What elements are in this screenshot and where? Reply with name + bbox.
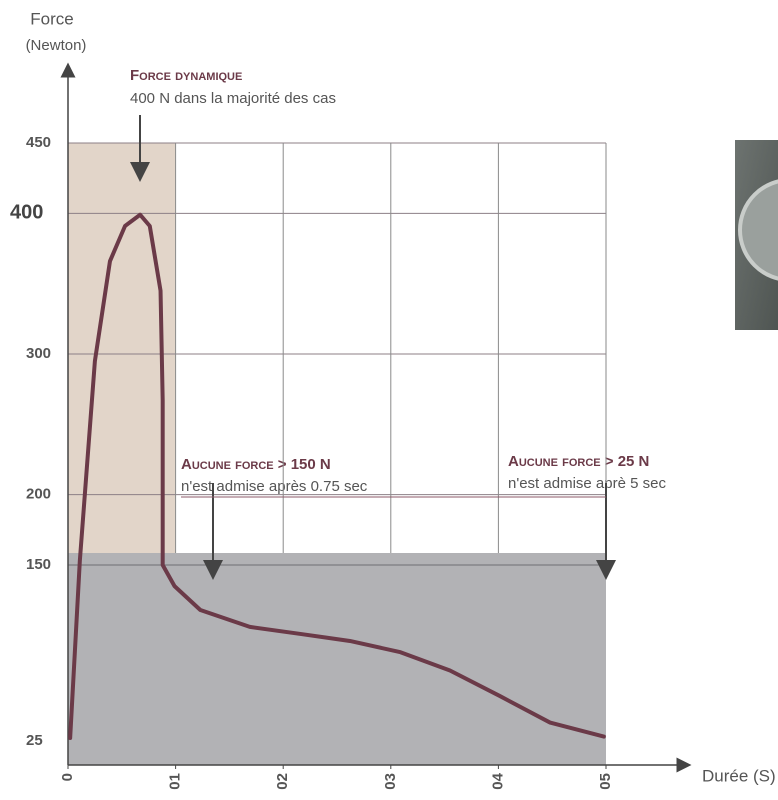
y-axis-label: Force — [30, 9, 73, 28]
limit-zone — [68, 553, 606, 765]
x-tick-label: 05 — [597, 773, 614, 790]
y-axis-unit: (Newton) — [26, 37, 87, 54]
y-tick-label: 450 — [26, 134, 51, 151]
x-axis-label: Durée (S) — [702, 766, 776, 785]
y-tick-label: 200 — [26, 486, 51, 503]
annotation-title: Aucune force > 25 N — [508, 453, 649, 470]
annotation-text: n'est admise après 0.75 sec — [181, 478, 368, 495]
x-tick-label: 01 — [167, 773, 184, 790]
plot: 450 400 300 200 150 25 0 01 02 03 04 05 — [10, 62, 692, 790]
x-tick-label: 04 — [489, 772, 506, 789]
force-curve — [68, 212, 606, 741]
annotation-title: Aucune force > 150 N — [181, 456, 331, 473]
y-tick-label: 150 — [26, 556, 51, 573]
y-tick-label: 300 — [26, 345, 51, 362]
x-tick-label: 0 — [59, 773, 76, 781]
y-tick-label: 400 — [10, 202, 43, 224]
x-tick-label: 02 — [274, 773, 291, 790]
annotation-title: Force dynamique — [130, 67, 242, 84]
annotation-text: n'est admise aprè 5 sec — [508, 475, 666, 492]
annotation-text: 400 N dans la majorité des cas — [130, 90, 336, 107]
x-tick-label: 03 — [382, 773, 399, 790]
y-tick-label: 25 — [26, 732, 43, 749]
photo-detail — [738, 179, 778, 281]
